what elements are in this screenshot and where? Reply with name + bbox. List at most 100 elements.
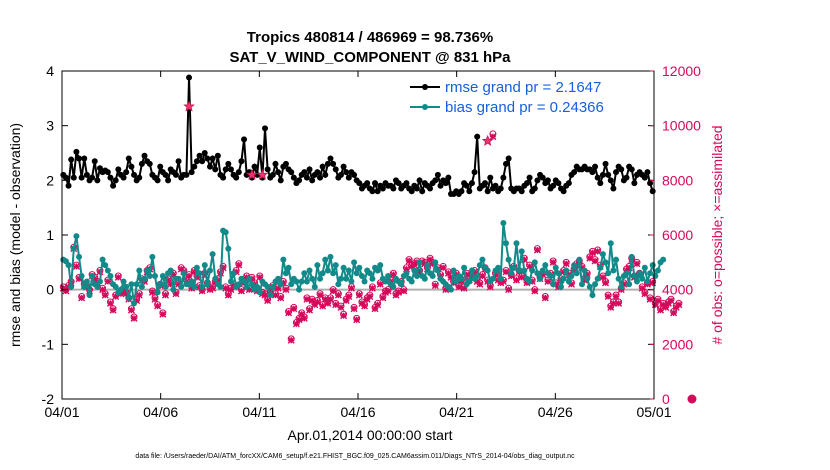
y2-tick-label: 6000 <box>662 227 693 243</box>
bias-point <box>421 275 428 282</box>
rmse-point <box>500 174 507 181</box>
bias-point <box>83 278 90 285</box>
bias-point <box>191 283 198 290</box>
bias-point <box>581 267 588 274</box>
rmse-point <box>104 169 111 176</box>
y-axis-left: -2 -1 0 1 2 3 4 <box>42 63 654 407</box>
bias-point <box>584 275 591 282</box>
bias-point <box>589 292 596 299</box>
bias-point <box>193 264 200 271</box>
bias-point <box>207 267 213 274</box>
bias-point <box>429 273 436 279</box>
obs-assimilated-point <box>350 305 358 313</box>
bias-point <box>628 253 635 260</box>
rmse-point <box>544 177 551 184</box>
rmse-point <box>207 163 213 170</box>
rmse-point <box>212 166 219 173</box>
obs-assimilated-point <box>588 249 596 257</box>
rmse-point <box>471 169 478 176</box>
y2-axis-label: # of obs: o=possible; ×=assimilated <box>709 125 725 344</box>
rmse-point <box>330 160 337 167</box>
rmse-point <box>128 163 135 170</box>
obs-assimilated-point <box>641 290 649 298</box>
y-tick-label: 3 <box>46 118 54 134</box>
bias-point <box>120 278 127 285</box>
bias-point <box>516 267 523 274</box>
obs-assimilated-point <box>287 336 295 344</box>
bias-point <box>654 267 661 274</box>
bias-point <box>453 278 460 285</box>
bias-point <box>199 283 206 290</box>
bias-point <box>343 275 350 282</box>
bias-point <box>489 275 496 282</box>
legend-rmse-label: rmse grand pr = 2.1647 <box>445 79 601 96</box>
obs-assimilated-point <box>489 133 497 141</box>
rmse-point <box>592 163 599 170</box>
rmse-point <box>306 166 313 173</box>
bias-point <box>416 259 423 266</box>
rmse-point <box>628 166 635 173</box>
obs-assimilated-point <box>285 309 293 317</box>
rmse-point <box>605 171 612 178</box>
rmse-point <box>324 160 331 167</box>
bias-point <box>337 275 344 282</box>
bias-point <box>468 267 475 274</box>
bias-point <box>133 281 140 288</box>
rmse-point <box>589 169 596 176</box>
bias-point <box>565 278 572 285</box>
obs-assimilated-point <box>185 272 193 280</box>
bias-point <box>558 283 565 290</box>
rmse-point <box>120 174 127 181</box>
obs-assimilated-point <box>209 284 217 292</box>
legend-bias-marker <box>422 104 428 110</box>
rmse-point <box>594 174 601 181</box>
obs-assimilated-point <box>316 291 324 299</box>
bias-point <box>246 275 253 282</box>
bias-point <box>248 281 255 288</box>
bias-point <box>447 286 454 293</box>
bias-point <box>235 281 242 288</box>
bias-point <box>146 273 153 279</box>
bias-point <box>521 267 528 274</box>
obs-assimilated-point <box>282 286 290 294</box>
bias-point <box>180 270 187 277</box>
x-tick-label: 04/11 <box>242 404 276 420</box>
obs-assimilated-point <box>502 268 510 276</box>
obs-assimilated-point <box>361 302 369 310</box>
rmse-point <box>631 180 638 187</box>
rmse-point <box>432 177 439 184</box>
obs_possible-special-circle-marker <box>687 394 697 404</box>
rmse-point <box>162 171 169 178</box>
rmse-point <box>238 158 245 165</box>
obs-assimilated-point <box>303 295 311 303</box>
rmse-point <box>314 169 321 176</box>
bias-point <box>159 273 166 279</box>
rmse-point <box>343 169 350 176</box>
bias-point <box>563 267 570 274</box>
bias-point <box>269 283 276 290</box>
bias-point <box>505 256 512 263</box>
bias-point <box>476 262 483 269</box>
rmse-point <box>269 171 276 178</box>
rmse-point <box>492 182 499 189</box>
bias-point <box>241 278 248 285</box>
obs-assimilated-point <box>159 310 167 318</box>
obs-assimilated-point <box>355 291 363 299</box>
rmse-point <box>374 188 381 195</box>
bias-point <box>65 262 72 269</box>
y-axis-right: 0 2000 4000 6000 8000 10000 12000 <box>650 63 701 407</box>
bias-point <box>76 253 83 260</box>
rmse-point <box>416 177 423 184</box>
rmse-point <box>487 174 494 181</box>
bias-point <box>390 283 397 290</box>
obs-assimilated-point <box>222 284 230 292</box>
bias-point <box>398 281 405 288</box>
bias-point <box>353 270 360 277</box>
bias-point <box>497 275 504 282</box>
obs-assimilated-point <box>544 277 552 285</box>
bias-point <box>212 275 219 282</box>
bias-point <box>518 248 525 255</box>
obs-assimilated-point <box>237 287 245 295</box>
bias-point <box>256 289 263 296</box>
